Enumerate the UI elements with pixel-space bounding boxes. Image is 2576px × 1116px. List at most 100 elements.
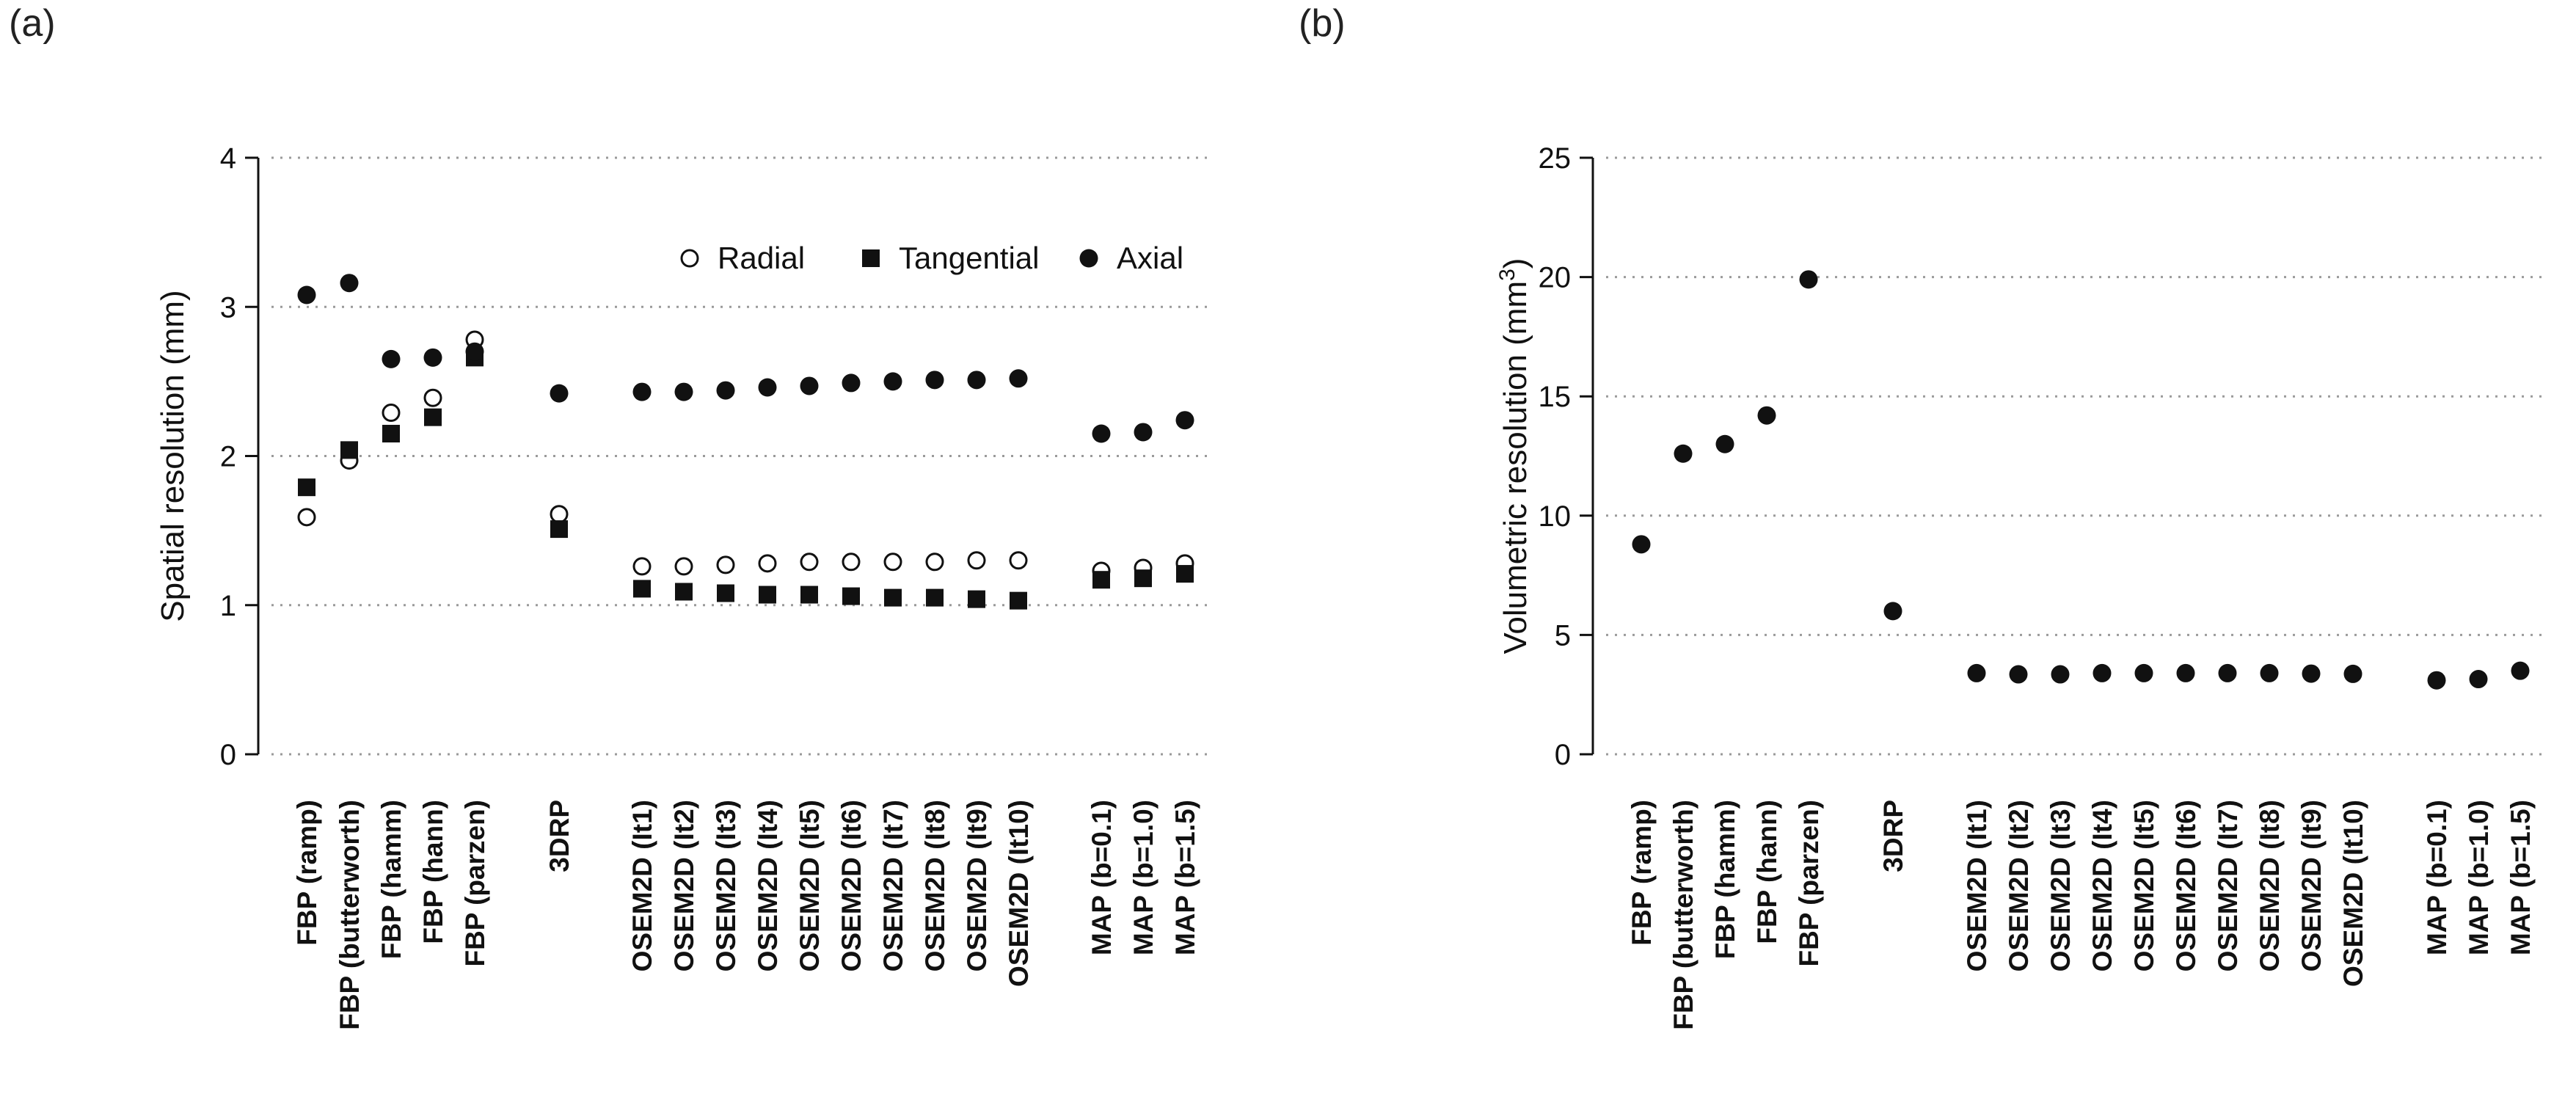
data-point: [674, 382, 693, 401]
data-point: [842, 587, 860, 605]
data-point: [1092, 571, 1110, 589]
data-point: [1176, 565, 1194, 583]
data-point: [2176, 663, 2195, 682]
x-tick-label: OSEM2D (It9): [2296, 800, 2327, 971]
x-tick-label: OSEM2D (It10): [2338, 800, 2368, 987]
data-point: [2427, 671, 2446, 690]
x-tick-label: OSEM2D (It7): [2213, 800, 2243, 971]
x-tick-label: FBP (hann): [1752, 800, 1782, 944]
data-point: [2009, 665, 2028, 684]
x-tick-label: FBP (hann): [418, 800, 448, 944]
y-tick-label: 0: [1555, 739, 1571, 771]
x-tick-label: FBP (hamm): [1710, 800, 1740, 959]
data-point: [633, 580, 651, 598]
data-point: [1632, 535, 1651, 554]
data-point: [424, 408, 442, 426]
data-point: [340, 441, 358, 459]
x-tick-label: FBP (parzen): [460, 800, 490, 967]
x-tick-label: OSEM2D (It2): [669, 800, 699, 971]
data-point: [632, 557, 652, 576]
data-point: [1799, 270, 1818, 289]
data-point: [883, 552, 902, 572]
data-point: [968, 590, 985, 608]
x-tick-label: OSEM2D (It10): [1004, 800, 1034, 987]
x-tick-label: OSEM2D (It7): [878, 800, 908, 971]
data-point: [1757, 406, 1776, 425]
y-tick-label: 25: [1539, 142, 1572, 175]
data-point: [382, 404, 401, 423]
panel-label-b: (b): [1299, 2, 1346, 45]
chart-a: 0 1 2 3 4 Spatial resolution (mm) FBP (ramp) FB…: [155, 142, 1207, 1030]
x-tick-label: MAP (b=1.5): [1170, 800, 1200, 955]
panel-label-a: (a): [9, 2, 56, 45]
data-point: [800, 552, 819, 572]
data-point: [423, 388, 442, 407]
data-point: [717, 584, 734, 602]
x-tick-label: MAP (b=1.5): [2506, 800, 2536, 955]
data-point: [758, 554, 777, 573]
data-point: [674, 557, 693, 576]
data-point: [2469, 670, 2488, 689]
series-volumetric: [1632, 270, 2530, 690]
x-tick-label: MAP (b=1.0): [1128, 800, 1159, 955]
data-point: [925, 552, 944, 572]
x-tick-label: OSEM2D (It4): [753, 800, 783, 971]
x-tick-label: OSEM2D (It6): [836, 800, 866, 971]
x-tick-label: OSEM2D (It1): [627, 800, 657, 971]
series-axial: [297, 274, 1194, 443]
y-axis-title: Spatial resolution (mm): [155, 290, 191, 621]
data-point: [298, 478, 315, 497]
x-tick-label: FBP (ramp): [292, 800, 322, 946]
data-point: [1092, 424, 1111, 443]
data-point: [2511, 661, 2530, 680]
legend-marker: [680, 249, 699, 268]
data-point: [800, 586, 818, 604]
data-point: [967, 551, 986, 570]
data-point: [1967, 663, 1986, 682]
data-point: [2218, 663, 2237, 682]
x-tick-label: MAP (b=0.1): [2422, 800, 2452, 955]
data-point: [2051, 665, 2070, 684]
x-tick-label: OSEM2D (It8): [2255, 800, 2285, 971]
x-tick-label: OSEM2D (It9): [962, 800, 992, 971]
x-tick-label: OSEM2D (It3): [711, 800, 741, 971]
data-point: [1175, 411, 1194, 430]
y-tick-label: 15: [1539, 381, 1572, 413]
x-tick-label: 3DRP: [1878, 800, 1908, 872]
data-point: [926, 588, 944, 607]
data-point: [2092, 663, 2112, 682]
x-tick-label: OSEM2D (It1): [1962, 800, 1992, 971]
data-point: [675, 583, 693, 601]
data-point: [2134, 663, 2153, 682]
data-point: [883, 372, 902, 391]
x-tick-label: FBP (ramp): [1627, 800, 1657, 946]
data-point: [550, 505, 569, 524]
x-tick-label: FBP (butterworth): [1668, 800, 1699, 1030]
x-tick-label: OSEM2D (It4): [2087, 800, 2117, 971]
x-tick-label: FBP (hamm): [376, 800, 406, 959]
data-point: [382, 425, 400, 443]
data-point: [550, 384, 569, 403]
legend-label: Tangential: [899, 241, 1039, 275]
data-point: [2260, 663, 2279, 682]
data-point: [632, 382, 652, 401]
data-point: [550, 520, 568, 539]
data-point: [1010, 591, 1027, 610]
data-point: [1883, 602, 1902, 621]
series-tangential: [298, 349, 1194, 610]
data-point: [967, 371, 986, 390]
y-tick-label: 2: [220, 441, 236, 473]
y-tick-label: 0: [220, 739, 236, 771]
data-point: [1009, 551, 1028, 570]
x-tick-label: FBP (parzen): [1794, 800, 1824, 967]
legend: Radial Tangential Axial: [680, 241, 1183, 275]
x-tick-label: OSEM2D (It3): [2046, 800, 2076, 971]
x-tick-label: OSEM2D (It5): [2129, 800, 2159, 971]
data-point: [758, 378, 777, 397]
chart-b: 0 5 10 15 20 25 Volumetric resolution (mm3) FBP…: [1495, 142, 2542, 1030]
data-point: [800, 376, 819, 395]
data-point: [465, 342, 484, 361]
data-point: [382, 349, 401, 368]
x-tick-label: OSEM2D (It8): [920, 800, 950, 971]
